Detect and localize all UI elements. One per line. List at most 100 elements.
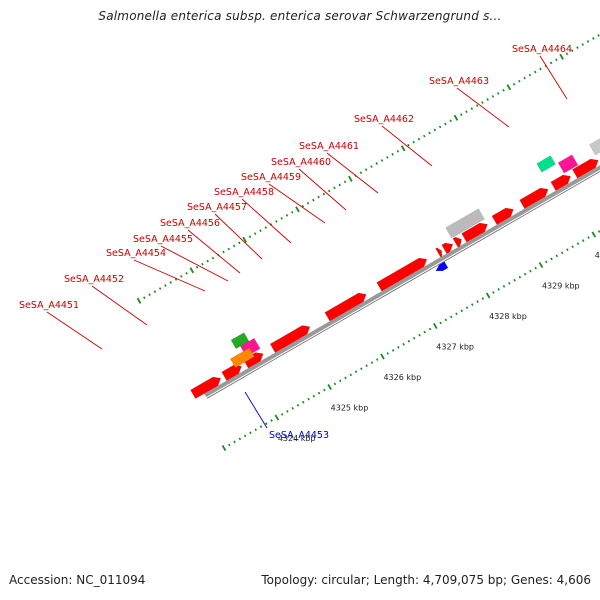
outer-tick <box>180 275 183 278</box>
outer-tick <box>206 259 209 263</box>
outer-tick <box>185 271 188 275</box>
outer-tick <box>295 206 300 213</box>
inner-tick <box>254 428 257 432</box>
outer-tick <box>259 229 262 232</box>
outer-tick <box>502 88 505 92</box>
scale-label-3: 4327 kbp <box>436 343 474 352</box>
inner-tick <box>476 300 479 303</box>
outer-tick <box>375 162 378 165</box>
leader-line <box>298 168 347 211</box>
outer-tick <box>148 293 151 297</box>
inner-tick <box>333 382 337 386</box>
inner-tick <box>412 336 416 340</box>
inner-tick <box>571 245 574 249</box>
outer-tick <box>417 137 421 141</box>
backbone-line <box>204 165 600 398</box>
outer-tick <box>317 195 320 199</box>
inner-tick <box>243 434 247 438</box>
scale-label-2: 4326 kbp <box>383 373 421 382</box>
leader-line <box>214 213 263 260</box>
outer-tick <box>518 79 521 83</box>
outer-tick <box>189 267 195 274</box>
inner-tick <box>471 303 474 307</box>
inner-tick <box>259 425 263 429</box>
outer-tick <box>555 58 558 62</box>
outer-tick <box>533 70 537 74</box>
outer-tick <box>465 110 468 114</box>
outer-tick <box>232 244 236 248</box>
inner-tick <box>228 443 231 447</box>
inner-tick <box>439 321 442 325</box>
genome-backbone <box>204 165 600 399</box>
outer-tick <box>238 241 241 245</box>
gene-label-sesa-a4457: SeSA_A4457 <box>187 202 247 213</box>
outer-tick <box>597 34 600 37</box>
inner-tick <box>545 260 548 264</box>
inner-tick <box>402 342 405 346</box>
inner-tick <box>538 261 544 269</box>
outer-tick <box>412 140 415 144</box>
gene-arrow <box>435 261 449 272</box>
leader-line <box>133 259 206 292</box>
scale-label-4: 4328 kbp <box>489 312 527 321</box>
inner-tick <box>433 322 438 330</box>
inner-tick <box>307 397 310 401</box>
inner-tick <box>449 315 453 319</box>
leader-line <box>244 391 268 429</box>
outer-tick <box>201 262 204 266</box>
gene-arrow <box>435 247 443 258</box>
feature-box <box>230 332 250 350</box>
inner-tick <box>423 330 427 334</box>
outer-tick <box>195 265 199 269</box>
inner-tick <box>365 364 368 368</box>
outer-tick <box>496 92 500 95</box>
gene-label-sesa-a4458: SeSA_A4458 <box>214 187 274 198</box>
outer-tick <box>506 84 512 91</box>
gene-label-sesa-a4462: SeSA_A4462 <box>354 114 414 125</box>
gene-label-sesa-a4454: SeSA_A4454 <box>106 248 166 259</box>
inner-tick <box>386 352 390 355</box>
outer-tick <box>290 210 294 214</box>
gene-arrow <box>190 376 222 399</box>
inner-tick <box>323 388 326 392</box>
leader-line <box>539 55 568 100</box>
outer-tick <box>428 131 431 135</box>
gene-label-sesa-a4451: SeSA_A4451 <box>19 300 79 311</box>
gene-labels: SeSA_A4451 SeSA_A4452 SeSA_A4453 SeSA_A4454… <box>19 44 572 441</box>
outer-tick <box>333 186 336 190</box>
outer-tick <box>581 43 585 46</box>
inner-tick <box>344 376 347 380</box>
outer-tick <box>592 37 595 40</box>
outer-tick <box>370 165 373 168</box>
inner-tick <box>280 413 284 416</box>
feature-box <box>229 347 255 368</box>
inner-tick <box>529 269 532 273</box>
outer-tick <box>423 134 426 138</box>
gene-label-sesa-a4463: SeSA_A4463 <box>429 76 489 87</box>
leader-line <box>241 198 292 244</box>
inner-tick <box>455 312 458 316</box>
inner-tick <box>380 353 385 360</box>
inner-tick <box>428 327 432 331</box>
map-title: Salmonella enterica subsp. enterica sero… <box>98 9 502 23</box>
outer-tick <box>322 192 326 196</box>
outer-tick <box>444 122 447 126</box>
outer-tick <box>248 235 252 239</box>
gene-label-sesa-a4460: SeSA_A4460 <box>271 157 331 168</box>
outer-tick <box>158 287 162 290</box>
outer-tick <box>222 250 225 254</box>
inner-tick <box>460 309 463 313</box>
inner-tick <box>317 391 321 395</box>
inner-tick <box>270 419 273 422</box>
outer-tick <box>312 198 315 202</box>
gene-arrow <box>550 174 571 191</box>
gene-arrow <box>452 236 462 248</box>
scale-label-5: 4329 kbp <box>542 282 580 291</box>
outer-tick <box>306 201 310 205</box>
inner-tick <box>302 400 305 404</box>
outer-tick <box>327 189 331 193</box>
outer-tick <box>153 290 157 293</box>
scale-label-6: 4330 kbp <box>595 251 600 260</box>
inner-tick <box>233 440 236 444</box>
